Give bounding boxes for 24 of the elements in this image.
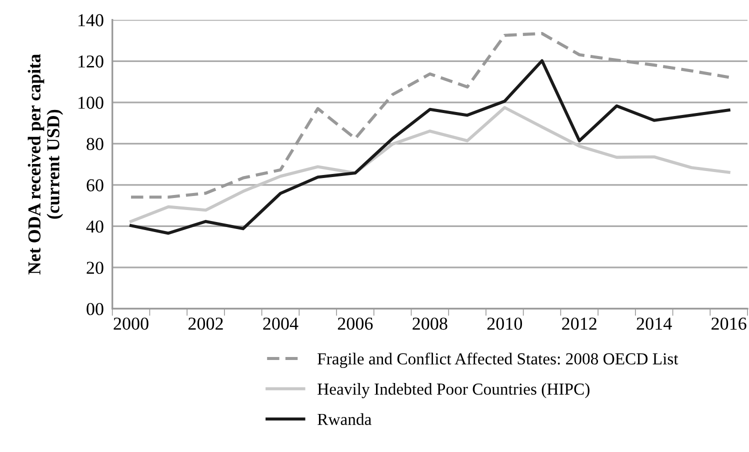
y-tick-label: 100 [78,96,104,109]
x-tick-label: 2008 [412,318,448,330]
x-tick-label: 2006 [338,318,373,330]
y-tick-label: 40 [86,220,104,233]
x-tick-label: 2004 [263,318,298,330]
line-series [130,106,730,223]
x-tick-label: 2010 [487,318,522,330]
legend-label: Rwanda [318,413,372,426]
y-axis-title: Net ODA received per capita (current USD) [28,54,64,274]
line-series [130,32,730,199]
y-tick-label: 60 [86,179,104,192]
y-tick-label: 140 [78,14,104,26]
legend-label: Heavily Indebted Poor Countries (HIPC) [318,383,590,398]
x-tick-label: 2000 [114,318,148,330]
legend-label: Fragile and Conflict Affected States: 2008 OECD List [318,352,678,368]
y-tick-label: 00 [86,302,104,316]
y-tick-label: 120 [78,55,104,68]
y-tick-label: 20 [86,262,104,274]
x-tick-label: 2016 [712,318,746,330]
x-tick-label: 2002 [188,318,223,330]
x-tick-label: 2014 [636,318,672,330]
y-tick-label: 80 [86,138,104,150]
line-series [130,59,730,235]
x-tick-label: 2012 [562,318,596,330]
